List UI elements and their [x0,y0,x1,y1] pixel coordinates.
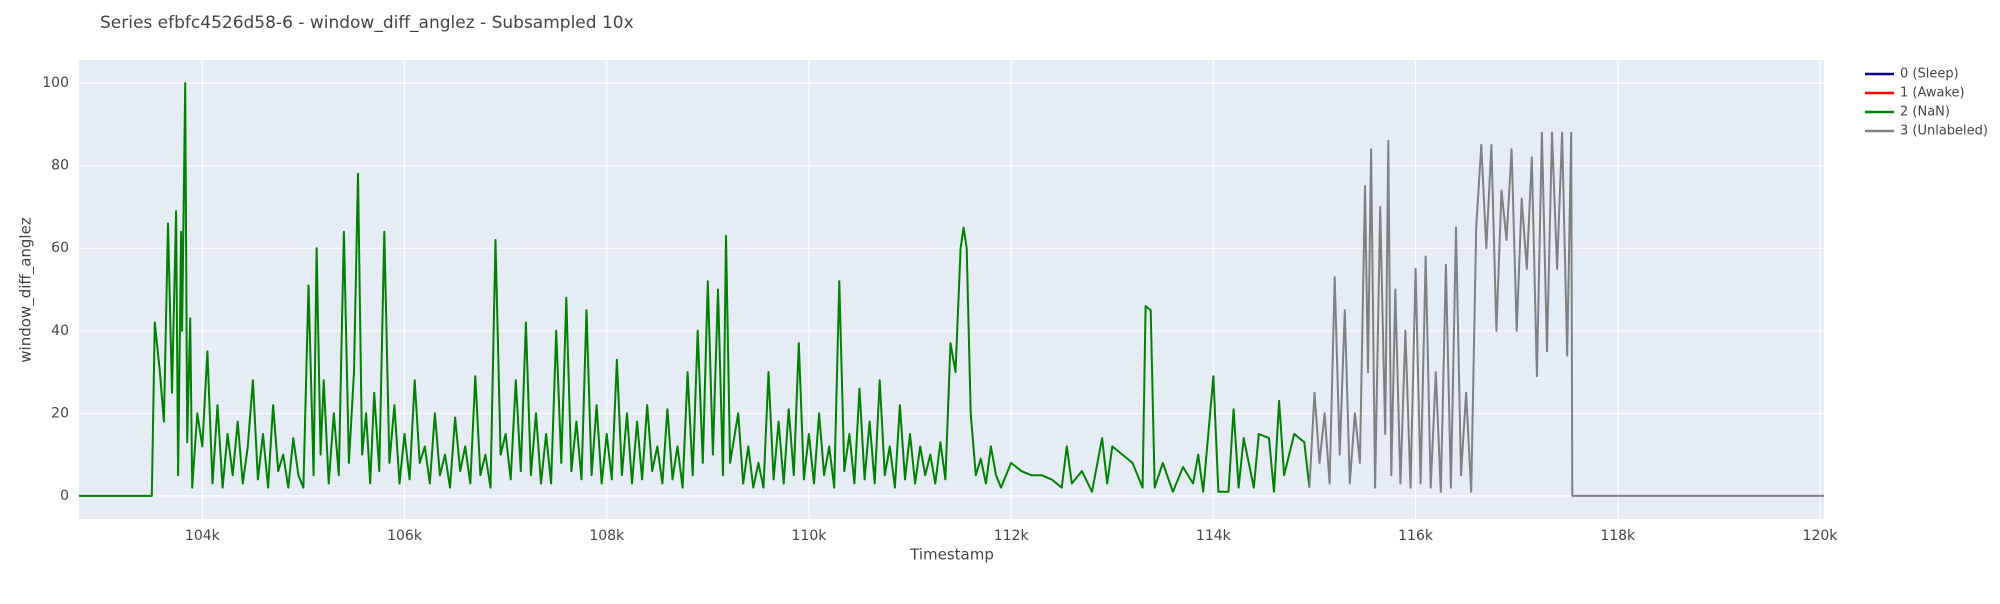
y-tick-label: 60 [51,240,69,256]
legend-label: 1 (Awake) [1900,86,1965,101]
x-axis-title: Timestamp [909,546,994,564]
y-tick-label: 100 [42,75,69,91]
x-tick-label: 110k [792,528,828,544]
chart-title: Series efbfc4526d58-6 - window_diff_angl… [100,13,634,33]
legend-label: 2 (NaN) [1900,105,1950,120]
legend-label: 0 (Sleep) [1900,67,1959,82]
x-tick-label: 112k [994,528,1030,544]
x-tick-label: 120k [1803,528,1839,544]
y-axis-title: window_diff_anglez [17,217,36,363]
x-tick-label: 106k [387,528,423,544]
y-tick-label: 40 [51,323,69,339]
legend-label: 3 (Unlabeled) [1900,124,1988,139]
series-line [1308,131,1824,497]
x-tick-label: 118k [1600,528,1636,544]
y-tick-label: 0 [60,488,69,504]
x-tick-label: 114k [1196,528,1232,544]
x-tick-label: 108k [589,528,625,544]
y-tick-label: 80 [51,158,69,174]
x-tick-label: 104k [185,528,221,544]
series-line [79,82,1311,497]
x-tick-label: 116k [1398,528,1434,544]
y-tick-label: 20 [51,405,69,421]
marks [79,82,1824,497]
plot-background [79,60,1824,519]
